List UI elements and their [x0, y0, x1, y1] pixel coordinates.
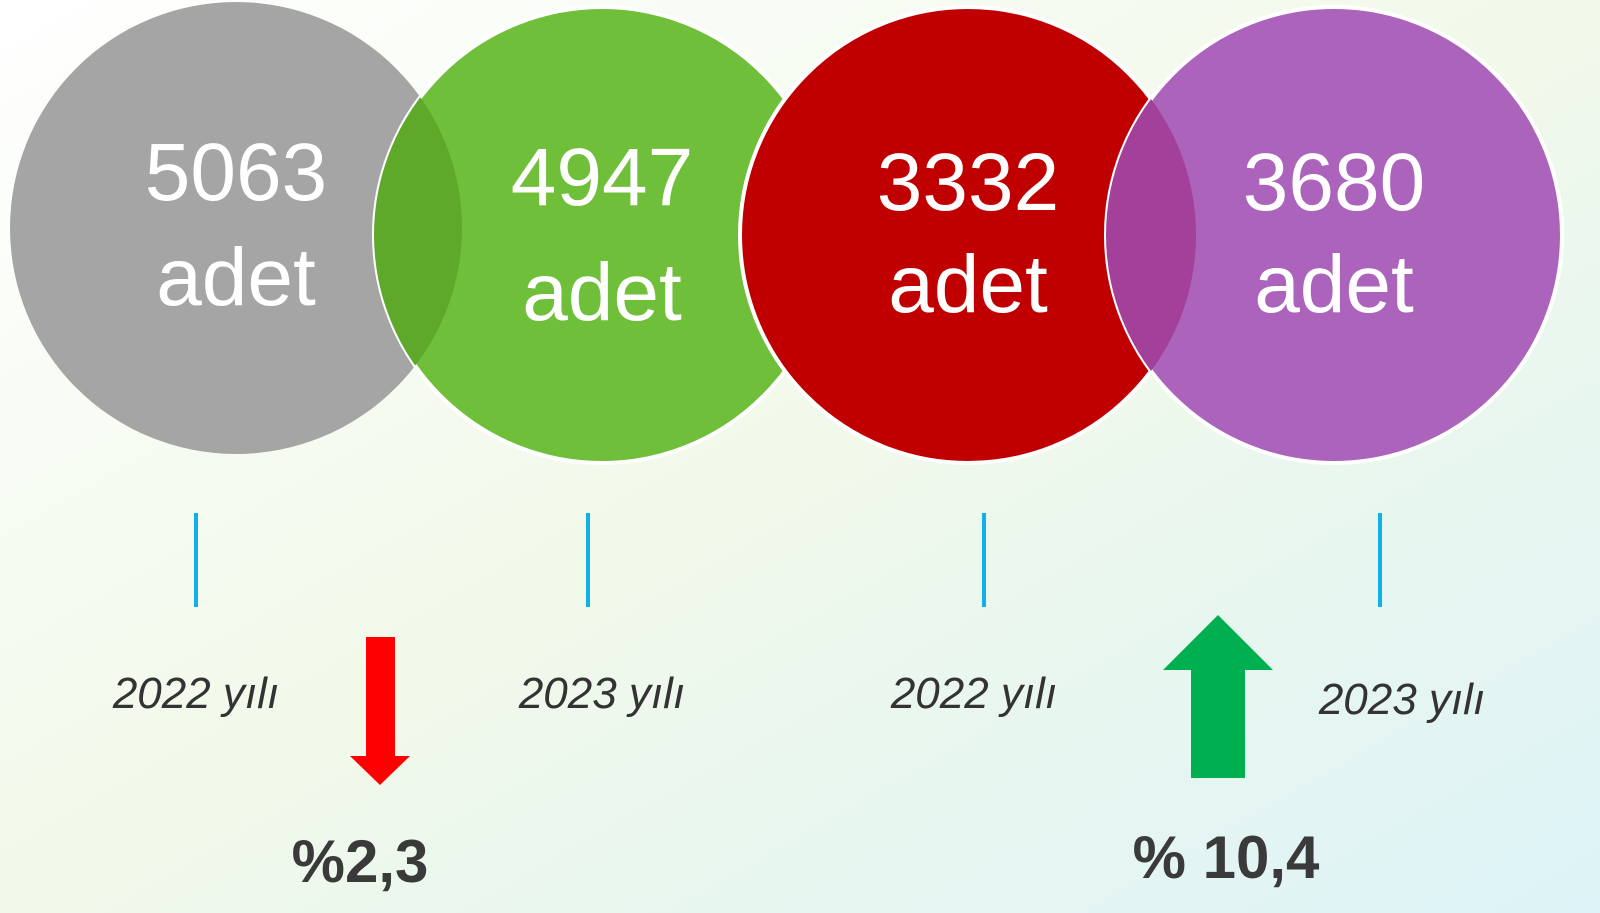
year-label: 2022 yılı: [890, 669, 1057, 718]
value: 4947: [511, 132, 693, 223]
unit: adet: [888, 239, 1048, 330]
change-label: % 10,4: [1133, 824, 1320, 891]
value: 3332: [877, 137, 1059, 228]
value: 3680: [1243, 137, 1425, 228]
circle: [10, 2, 462, 454]
change-label: %2,3: [292, 828, 429, 895]
connectors: [194, 513, 1382, 607]
year-label: 2023 yılı: [1318, 675, 1485, 724]
unit: adet: [522, 247, 682, 338]
unit: adet: [1254, 239, 1414, 330]
year-label: 2022 yılı: [112, 669, 279, 718]
down-arrow: [350, 637, 410, 785]
up-arrow: [1163, 615, 1273, 778]
year-label: 2023 yılı: [518, 669, 685, 718]
unit: adet: [156, 232, 316, 323]
value: 5063: [145, 127, 327, 218]
